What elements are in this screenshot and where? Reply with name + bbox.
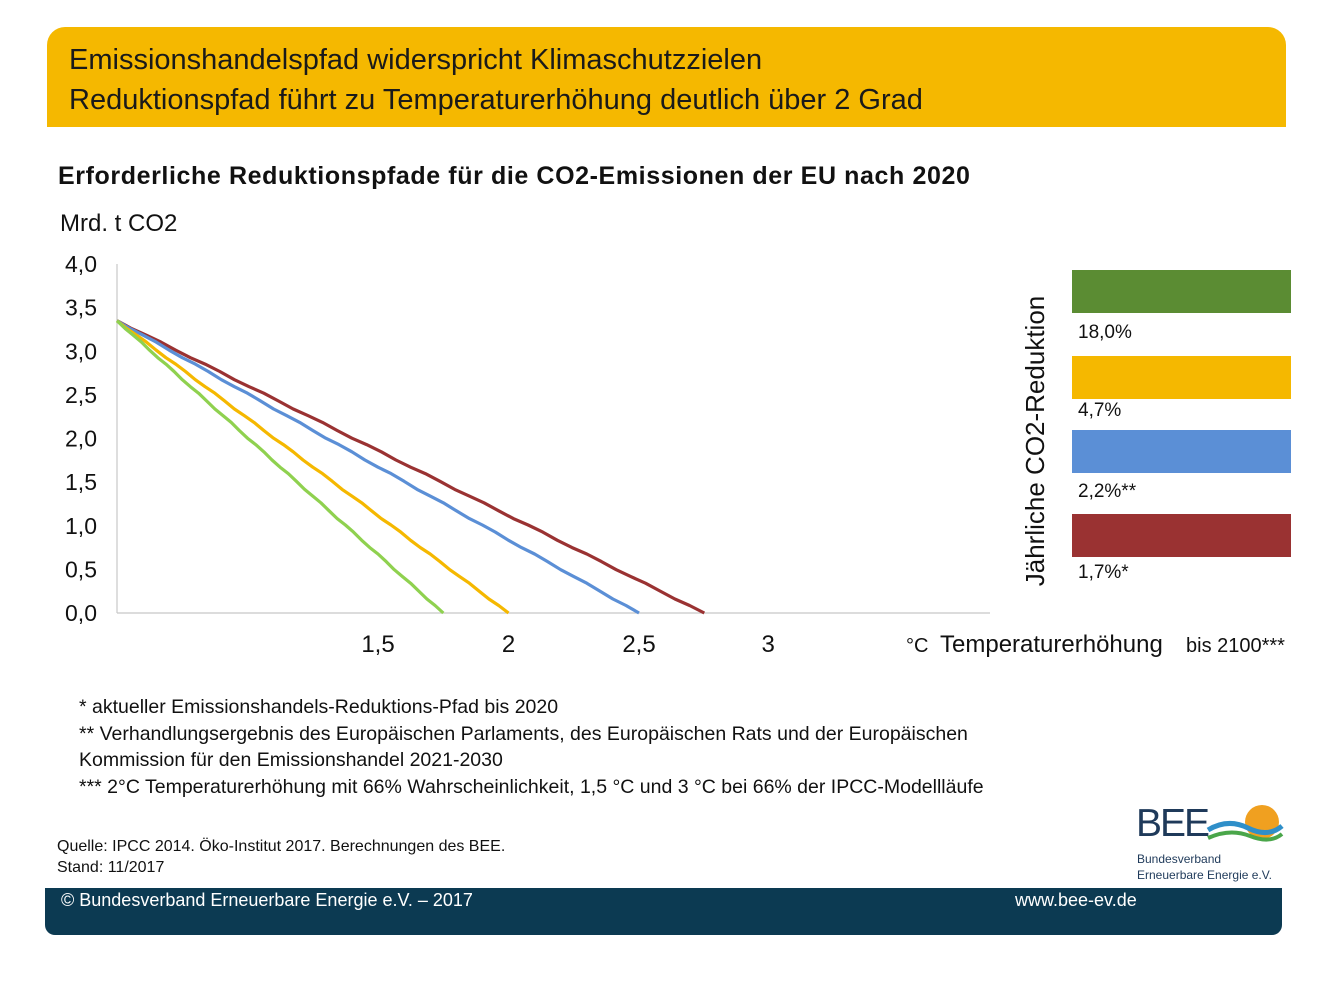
logo-line-2: Erneuerbare Energie e.V. bbox=[1137, 868, 1272, 882]
y-tick-label: 1,5 bbox=[65, 469, 97, 495]
y-axis-label: Mrd. t CO2 bbox=[60, 210, 178, 237]
line-chart: 4,0 3,5 3,0 2,5 2,0 1,5 1,0 0,5 0,0 1,5 2 2,5 3 °C Te… bbox=[65, 251, 1285, 658]
legend-swatch bbox=[1072, 430, 1291, 473]
legend-label: 4,7% bbox=[1078, 400, 1122, 421]
footer-bar: © Bundesverband Erneuerbare Energie e.V.… bbox=[45, 888, 1282, 935]
x-tick-label: 2 bbox=[502, 631, 515, 658]
y-tick-label: 4,0 bbox=[65, 251, 97, 277]
y-tick-label: 2,5 bbox=[65, 382, 97, 408]
header-title: Emissionshandelspfad widerspricht Klimas… bbox=[69, 44, 763, 76]
x-tick-label: 2,5 bbox=[622, 631, 655, 658]
copyright-text: © Bundesverband Erneuerbare Energie e.V.… bbox=[61, 890, 473, 910]
y-tick-label: 2,0 bbox=[65, 426, 97, 452]
source-info: Quelle: IPCC 2014. Öko-Institut 2017. Be… bbox=[57, 836, 505, 878]
series-line bbox=[115, 319, 445, 615]
y-tick-label: 3,5 bbox=[65, 295, 97, 321]
series-line bbox=[116, 319, 706, 615]
legend-label: 1,7%* bbox=[1078, 562, 1129, 583]
x-unit-label: °C bbox=[906, 635, 928, 657]
x-tick-label: 3 bbox=[762, 631, 775, 658]
y-tick-label: 1,0 bbox=[65, 513, 97, 539]
footnotes: * aktueller Emissionshandels-Reduktions-… bbox=[79, 694, 1039, 800]
logo-sun-wave-icon bbox=[1206, 805, 1284, 842]
legend-title: Jährliche CO2-Reduktion bbox=[1020, 295, 1050, 587]
x-axis-ticks: 1,5 2 2,5 3 °C Temperaturerhöhung bis 2100*** bbox=[361, 631, 1285, 658]
bee-logo: BEE Bundesverband Erneuerbare Energie e.… bbox=[1134, 800, 1294, 890]
legend-label: 2,2%** bbox=[1078, 481, 1137, 502]
status-line: Stand: 11/2017 bbox=[57, 859, 165, 876]
header-banner: Emissionshandelspfad widerspricht Klimas… bbox=[47, 27, 1286, 127]
legend-label: 18,0% bbox=[1078, 322, 1132, 343]
legend-swatch bbox=[1072, 514, 1291, 557]
footnote-2: ** Verhandlungsergebnis des Europäischen… bbox=[79, 722, 968, 772]
legend-swatch bbox=[1072, 270, 1291, 313]
y-tick-label: 3,0 bbox=[65, 338, 97, 364]
x-axis-suffix: bis 2100*** bbox=[1186, 635, 1285, 657]
y-tick-label: 0,5 bbox=[65, 556, 97, 582]
logo-wordmark: BEE bbox=[1136, 802, 1210, 845]
footnote-1: * aktueller Emissionshandels-Reduktions-… bbox=[79, 696, 559, 718]
x-axis-label: Temperaturerhöhung bbox=[940, 631, 1163, 658]
y-tick-label: 0,0 bbox=[65, 600, 97, 626]
x-tick-label: 1,5 bbox=[361, 631, 394, 658]
chart-lines bbox=[115, 319, 706, 615]
header-subtitle: Reduktionspfad führt zu Temperaturerhöhu… bbox=[69, 84, 923, 116]
chart-title: Erforderliche Reduktionspfade für die CO… bbox=[58, 162, 971, 190]
y-axis-ticks: 4,0 3,5 3,0 2,5 2,0 1,5 1,0 0,5 0,0 bbox=[65, 251, 97, 626]
website-link[interactable]: www.bee-ev.de bbox=[1015, 890, 1137, 910]
series-line bbox=[115, 319, 510, 615]
logo-line-1: Bundesverband bbox=[1137, 852, 1222, 866]
legend-swatch bbox=[1072, 356, 1291, 399]
source-line: Quelle: IPCC 2014. Öko-Institut 2017. Be… bbox=[57, 838, 506, 855]
footnote-3: *** 2°C Temperaturerhöhung mit 66% Wahrs… bbox=[79, 775, 984, 798]
series-line bbox=[116, 319, 640, 615]
